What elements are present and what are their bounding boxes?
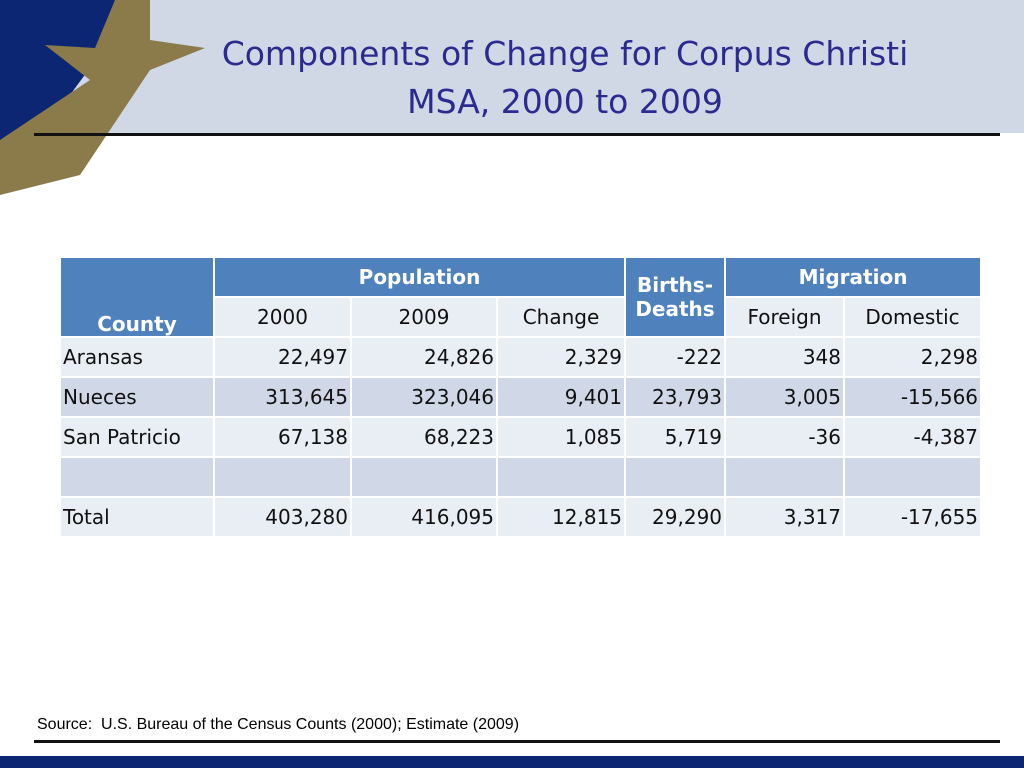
title-line-2: MSA, 2000 to 2009 xyxy=(407,82,723,121)
header-county: County xyxy=(61,258,213,336)
star-logo-icon xyxy=(0,0,205,195)
cell-foreign: 3,317 xyxy=(726,498,844,536)
cell-domestic: -15,566 xyxy=(845,378,981,416)
cell-2009: 323,046 xyxy=(352,378,496,416)
source-note: Source: U.S. Bureau of the Census Counts… xyxy=(37,716,520,733)
header-foreign: Foreign xyxy=(726,298,844,336)
cell-change: 2,329 xyxy=(498,338,625,376)
slide-title: Components of Change for Corpus Christi … xyxy=(130,30,1000,130)
table-row: Nueces 313,645 323,046 9,401 23,793 3,00… xyxy=(61,378,981,416)
cell-2000: 313,645 xyxy=(215,378,350,416)
title-line-1: Components of Change for Corpus Christi xyxy=(221,34,909,73)
cell-births-deaths: 5,719 xyxy=(626,418,725,456)
cell-county: Total xyxy=(61,498,213,536)
cell-domestic: 2,298 xyxy=(845,338,981,376)
title-divider xyxy=(34,133,1000,136)
cell-births-deaths xyxy=(626,458,725,496)
cell-domestic: -4,387 xyxy=(845,418,981,456)
cell-2000: 403,280 xyxy=(215,498,350,536)
cell-foreign: -36 xyxy=(726,418,844,456)
cell-county: Nueces xyxy=(61,378,213,416)
table-row xyxy=(61,458,981,496)
cell-change xyxy=(498,458,625,496)
header-2000: 2000 xyxy=(215,298,350,336)
table-row: San Patricio 67,138 68,223 1,085 5,719 -… xyxy=(61,418,981,456)
cell-county: Aransas xyxy=(61,338,213,376)
cell-change: 12,815 xyxy=(498,498,625,536)
cell-change: 9,401 xyxy=(498,378,625,416)
cell-domestic xyxy=(845,458,981,496)
footer-divider xyxy=(34,740,1000,743)
cell-2009: 68,223 xyxy=(352,418,496,456)
cell-foreign xyxy=(726,458,844,496)
cell-2009 xyxy=(352,458,496,496)
header-domestic: Domestic xyxy=(845,298,981,336)
header-migration: Migration xyxy=(726,258,981,296)
cell-county: San Patricio xyxy=(61,418,213,456)
header-2009: 2009 xyxy=(352,298,496,336)
cell-domestic: -17,655 xyxy=(845,498,981,536)
cell-foreign: 348 xyxy=(726,338,844,376)
footer-band xyxy=(0,756,1024,768)
header-band xyxy=(0,0,1024,133)
cell-county xyxy=(61,458,213,496)
table-row: Aransas 22,497 24,826 2,329 -222 348 2,2… xyxy=(61,338,981,376)
cell-births-deaths: 23,793 xyxy=(626,378,725,416)
cell-2009: 24,826 xyxy=(352,338,496,376)
components-table: County Population Births-Deaths Migratio… xyxy=(59,256,982,538)
cell-2000: 22,497 xyxy=(215,338,350,376)
cell-births-deaths: -222 xyxy=(626,338,725,376)
cell-foreign: 3,005 xyxy=(726,378,844,416)
table-row-total: Total 403,280 416,095 12,815 29,290 3,31… xyxy=(61,498,981,536)
cell-2000 xyxy=(215,458,350,496)
cell-2000: 67,138 xyxy=(215,418,350,456)
header-change: Change xyxy=(498,298,625,336)
cell-births-deaths: 29,290 xyxy=(626,498,725,536)
cell-change: 1,085 xyxy=(498,418,625,456)
cell-2009: 416,095 xyxy=(352,498,496,536)
header-population: Population xyxy=(215,258,625,296)
header-births-deaths: Births-Deaths xyxy=(626,258,725,336)
